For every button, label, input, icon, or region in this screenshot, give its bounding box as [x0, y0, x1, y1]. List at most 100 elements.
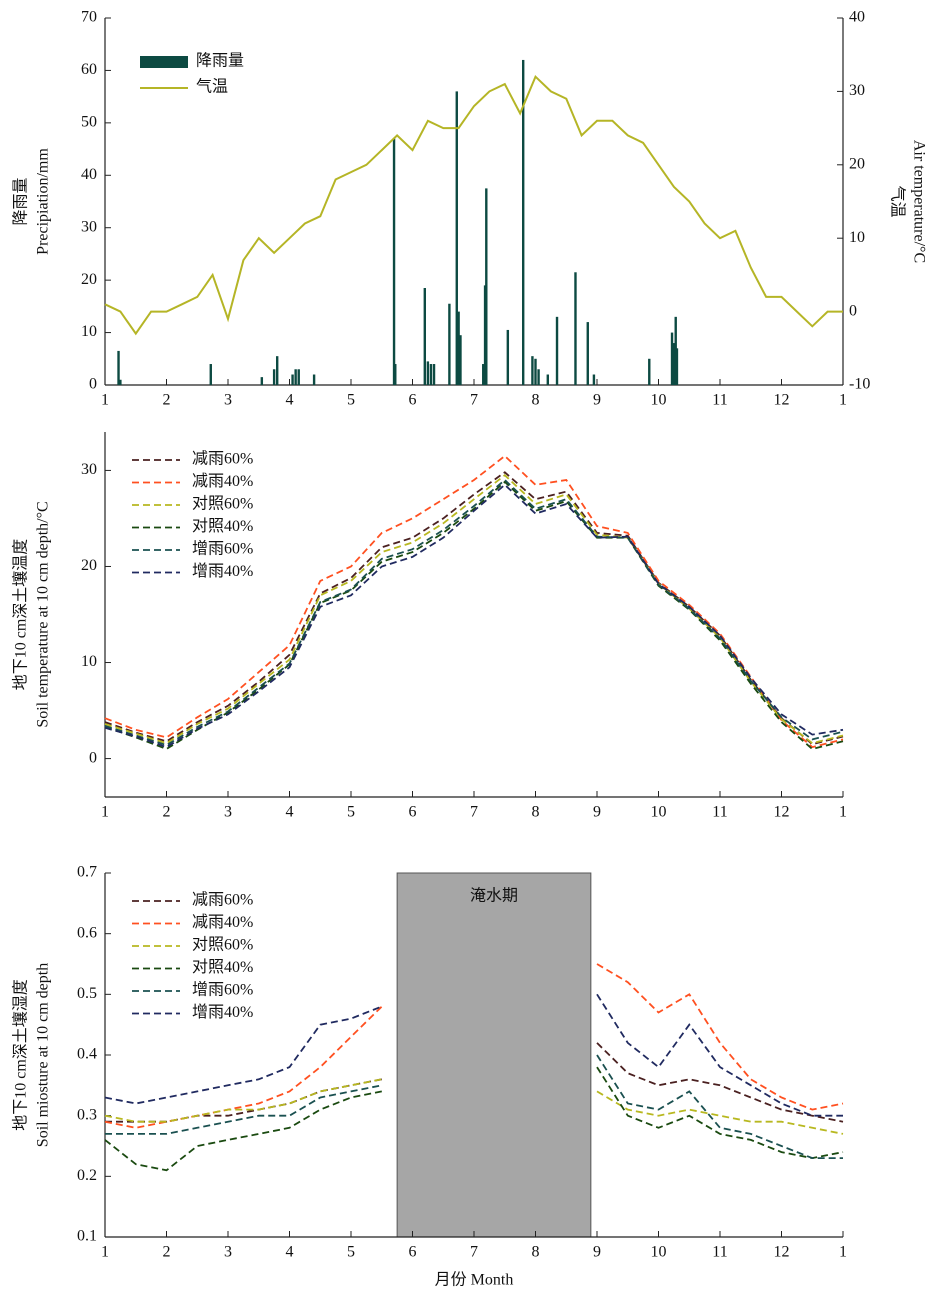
y-tick-label: 0: [89, 376, 97, 393]
precip-bar: [276, 356, 279, 385]
precip-bar: [426, 361, 430, 385]
series-line: [104, 1078, 844, 1135]
x-tick-label: 1: [101, 392, 109, 409]
legend-label: 气温: [196, 78, 228, 96]
legend-label: 降雨量: [196, 52, 244, 70]
precip-bar: [459, 335, 462, 385]
precip-bar: [260, 377, 264, 385]
y2-tick-label: 0: [849, 302, 857, 319]
x-tick-label: 5: [347, 392, 355, 409]
series-line: [105, 1054, 843, 1159]
legend-label: 增雨40%: [192, 1003, 253, 1021]
y-axis-label: 地下10 cm深土壤湿度: [11, 979, 30, 1131]
x-tick-label: 12: [774, 1244, 790, 1261]
precip-bar: [534, 358, 537, 385]
y-tick-label: 10: [81, 323, 97, 340]
x-tick-label: 9: [593, 804, 601, 821]
precip-bar: [272, 369, 276, 385]
legend-label: 对照40%: [192, 517, 253, 535]
y-axis-label: 降雨量: [12, 177, 30, 225]
x-tick-label: 4: [286, 804, 294, 821]
y-tick-label: 0.2: [77, 1167, 97, 1184]
x-tick-label: 8: [532, 804, 540, 821]
x-tick-label: 11: [712, 392, 727, 409]
precip-bar: [117, 350, 120, 385]
series-line: [104, 474, 844, 745]
x-tick-label: 6: [409, 1244, 417, 1261]
x-tick-label: 9: [593, 392, 601, 409]
series-line: [104, 471, 844, 746]
y2-axis-label: 气温: [888, 185, 906, 217]
legend-label: 增雨40%: [192, 562, 253, 580]
precip-bar: [670, 332, 674, 385]
precip-bar: [555, 316, 559, 385]
x-tick-label: 5: [347, 804, 355, 821]
x-tick-label: 10: [651, 392, 667, 409]
x-tick-label: 9: [593, 1244, 601, 1261]
series-line: [104, 1066, 844, 1172]
x-tick-label: 1: [101, 804, 109, 821]
x-tick-label: 7: [470, 1244, 478, 1261]
x-tick-label: 3: [224, 392, 232, 409]
y-axis-label: 地下10 cm深土壤温度: [11, 539, 30, 691]
x-tick-label: 1: [839, 392, 847, 409]
precip-bar: [291, 374, 294, 385]
precip-bar: [674, 316, 677, 385]
x-tick-label: 12: [774, 804, 790, 821]
legend-label: 对照60%: [192, 495, 253, 513]
x-tick-label: 7: [470, 392, 478, 409]
y-tick-label: 20: [81, 271, 97, 288]
x-tick-label: 1: [101, 1244, 109, 1261]
y2-tick-label: 10: [849, 229, 865, 246]
precip-bar: [392, 138, 396, 385]
precip-bar: [482, 364, 485, 385]
x-tick-label: 1: [839, 804, 847, 821]
precip-bar: [209, 364, 212, 385]
legend-label: 增雨60%: [192, 981, 253, 999]
y-tick-label: 50: [81, 114, 97, 131]
y2-tick-label: 20: [849, 155, 865, 172]
legend-label: 减雨60%: [192, 891, 253, 909]
precip-bar: [506, 329, 510, 385]
x-tick-label: 7: [470, 804, 478, 821]
precip-bar: [429, 364, 433, 385]
y-tick-label: 0.3: [77, 1106, 97, 1123]
y-tick-label: 70: [81, 9, 97, 26]
precip-bar: [483, 285, 487, 385]
y-tick-label: 0.1: [77, 1228, 97, 1245]
y2-tick-label: 40: [849, 9, 865, 26]
y-tick-label: 40: [81, 166, 97, 183]
y-tick-label: 60: [81, 61, 97, 78]
x-tick-label: 8: [532, 1244, 540, 1261]
y-tick-label: 0.6: [77, 924, 97, 941]
precip-bar: [294, 369, 297, 385]
x-tick-label: 3: [224, 804, 232, 821]
precip-bar: [592, 374, 596, 385]
x-tick-label: 11: [712, 1244, 727, 1261]
x-tick-label: 2: [163, 1244, 171, 1261]
precip-bar: [432, 364, 436, 385]
precip-bar: [312, 374, 316, 385]
precip-bar: [648, 358, 651, 385]
x-tick-label: 6: [409, 392, 417, 409]
y-tick-label: 0.5: [77, 985, 97, 1002]
series-line: [104, 963, 844, 1129]
precip-bar: [546, 374, 549, 385]
series-line: [104, 483, 844, 749]
y-axis-label: Soil temperature at 10 cm depth/°C: [35, 501, 52, 727]
x-tick-label: 1: [839, 1244, 847, 1261]
precip-bar: [457, 311, 460, 385]
y2-tick-label: -10: [849, 376, 870, 393]
temp-line: [104, 74, 843, 336]
precip-bar: [531, 356, 534, 385]
x-tick-label: 4: [286, 1244, 294, 1261]
precip-bar: [455, 91, 458, 386]
y-tick-label: 30: [81, 461, 97, 478]
precip-bar: [675, 348, 679, 385]
legend-swatch: [140, 56, 188, 68]
precip-bar: [423, 288, 426, 385]
precip-bar: [586, 322, 589, 385]
x-tick-label: 4: [286, 392, 294, 409]
legend-label: 减雨60%: [192, 450, 253, 468]
series-line: [104, 478, 844, 747]
